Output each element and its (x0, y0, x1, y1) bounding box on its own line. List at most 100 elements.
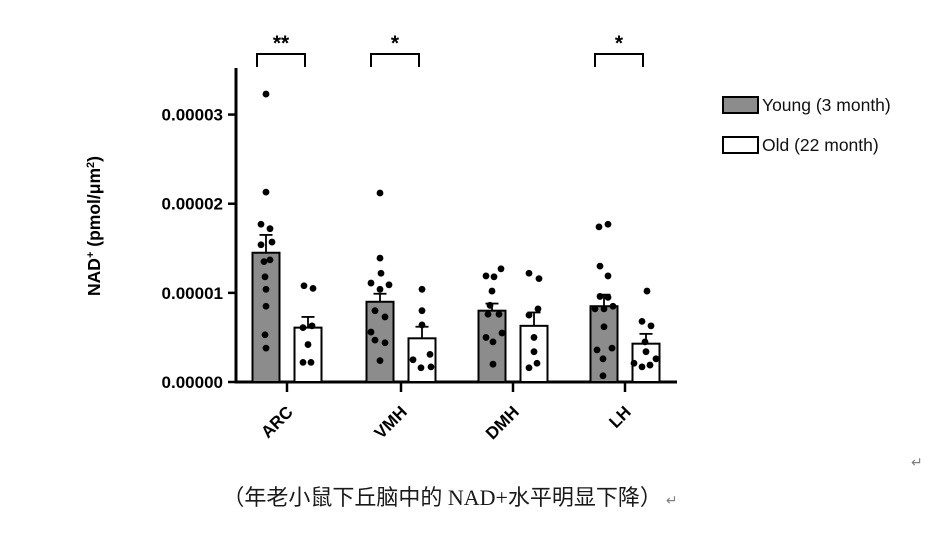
legend-item-young: Young (3 month) (722, 96, 891, 114)
data-point-DMH-young (490, 273, 498, 281)
data-point-ARC-old (304, 341, 312, 348)
data-point-DMH-young (482, 272, 490, 280)
data-point-ARC-young (268, 238, 276, 246)
x-tick-label-lh: LH (605, 402, 634, 431)
data-point-LH-old (647, 322, 655, 330)
legend-label-young: Young (3 month) (762, 95, 891, 115)
x-tick-label-dmh: DMH (482, 402, 523, 443)
data-point-DMH-young (498, 329, 506, 337)
data-point-DMH-old (535, 275, 543, 282)
data-point-ARC-young (262, 188, 270, 196)
y-tick-label: 0.00003 (162, 106, 223, 125)
y-tick-label: 0.00001 (162, 284, 223, 303)
data-point-LH-young (604, 293, 612, 301)
data-point-VMH-young (376, 254, 384, 262)
nad-bar-chart: 0.00000 0.00001 0.00002 0.00003 NAD+ (pmol/μ… (84, 32, 677, 443)
data-point-VMH-young (381, 339, 389, 347)
bar-ARC-young (251, 251, 281, 383)
data-point-LH-young (608, 344, 616, 352)
data-point-LH-young (596, 262, 604, 270)
significance-stars-lh: * (615, 32, 624, 55)
data-point-ARC-young (262, 285, 270, 293)
data-point-DMH-old (533, 359, 541, 367)
return-mark-icon: ↵ (665, 493, 678, 509)
data-point-LH-young (593, 346, 601, 354)
data-point-DMH-old (534, 305, 542, 313)
data-point-ARC-young (266, 225, 274, 233)
data-point-DMH-young (497, 265, 505, 273)
data-point-LH-old (646, 361, 654, 369)
data-point-DMH-young (488, 287, 496, 295)
data-point-VMH-young (367, 279, 375, 287)
data-point-DMH-old (525, 364, 533, 372)
bar-DMH-young (477, 309, 507, 383)
data-point-LH-young (600, 305, 608, 313)
data-point-LH-old (630, 359, 638, 367)
data-point-VMH-young (371, 336, 379, 344)
x-tick-label-arc: ARC (257, 402, 296, 441)
data-point-VMH-young (377, 269, 385, 277)
data-point-ARC-young (257, 241, 265, 249)
data-point-ARC-old (300, 282, 308, 290)
y-axis-title: NAD+ (pmol/μm2) (84, 156, 104, 296)
significance-stars-vmh: * (391, 32, 400, 55)
data-point-LH-old (643, 287, 651, 295)
data-point-LH-young (599, 372, 607, 380)
data-point-DMH-young (489, 360, 497, 368)
data-point-VMH-old (427, 363, 435, 371)
data-point-VMH-young (371, 307, 379, 315)
data-point-LH-young (609, 302, 617, 310)
data-point-DMH-young (484, 310, 492, 318)
data-point-VMH-old (418, 307, 426, 315)
data-point-VMH-young (376, 189, 384, 197)
legend-item-old: Old (22 month) (722, 136, 891, 154)
data-point-ARC-young (261, 331, 269, 339)
data-point-VMH-young (385, 281, 393, 289)
data-point-LH-young (596, 293, 604, 300)
data-point-ARC-old (309, 285, 317, 292)
paragraph-mark-icon: ↵ (911, 455, 923, 471)
data-point-DMH-old (530, 348, 538, 356)
data-point-DMH-old (530, 334, 538, 341)
x-tick-label-vmh: VMH (371, 402, 411, 442)
legend: Young (3 month) Old (22 month) (722, 96, 891, 176)
data-point-ARC-old (307, 358, 315, 366)
data-point-DMH-old (525, 269, 533, 277)
data-point-LH-young (599, 355, 607, 363)
data-point-VMH-old (418, 285, 426, 293)
significance-bracket-lh (594, 53, 644, 67)
significance-bracket-vmh (370, 53, 420, 67)
data-point-LH-young (595, 223, 603, 231)
data-point-LH-young (600, 323, 608, 331)
data-point-VMH-young (367, 328, 375, 336)
data-point-ARC-old (308, 322, 316, 330)
data-point-LH-young (604, 272, 612, 280)
data-point-LH-old (638, 363, 646, 371)
data-point-VMH-young (381, 313, 389, 321)
y-tick-label: 0.00002 (162, 195, 223, 214)
data-point-DMH-old (525, 311, 533, 319)
data-point-VMH-young (376, 357, 384, 365)
data-point-VMH-young (376, 285, 384, 293)
legend-label-old: Old (22 month) (762, 135, 879, 155)
y-tick-label: 0.00000 (162, 373, 223, 392)
data-point-DMH-young (489, 338, 497, 346)
caption-text: （年老小鼠下丘脑中的 NAD+水平明显下降） (222, 485, 662, 510)
data-point-LH-young (591, 305, 599, 313)
data-point-ARC-young (262, 302, 270, 310)
data-point-ARC-young (262, 344, 270, 352)
old-swatch-icon (722, 136, 759, 154)
figure-caption: （年老小鼠下丘脑中的 NAD+水平明显下降） ↵ (170, 483, 730, 516)
data-point-VMH-old (417, 364, 425, 372)
data-point-DMH-young (495, 310, 503, 318)
data-point-LH-old (642, 348, 650, 356)
significance-stars-arc: ** (273, 32, 290, 55)
significance-bracket-arc (256, 53, 306, 67)
bar-VMH-young (365, 300, 395, 383)
data-point-ARC-young (262, 90, 270, 98)
bar-ARC-old (293, 326, 323, 384)
data-point-DMH-young (486, 301, 494, 309)
data-point-ARC-young (260, 258, 268, 266)
data-point-LH-young (604, 220, 612, 228)
data-point-ARC-young (266, 256, 274, 264)
